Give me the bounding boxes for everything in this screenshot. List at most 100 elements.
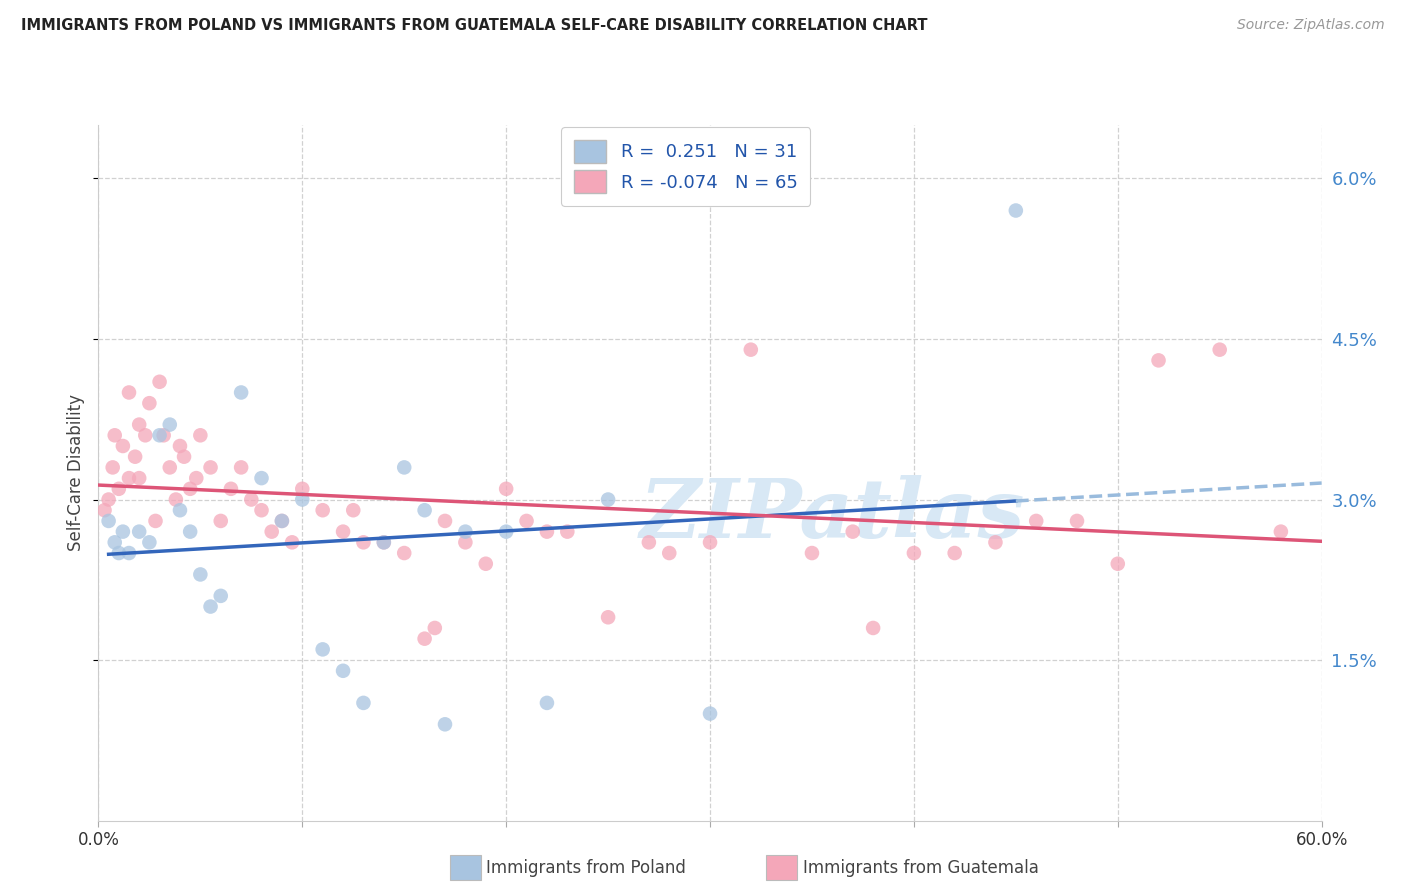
- Point: [118, 385, 141, 400]
- Point: [1004, 203, 1026, 218]
- Point: [149, 375, 172, 389]
- Point: [281, 535, 304, 549]
- Text: Immigrants from Guatemala: Immigrants from Guatemala: [803, 859, 1039, 877]
- Point: [596, 610, 619, 624]
- Point: [332, 664, 354, 678]
- Point: [200, 460, 222, 475]
- Point: [1025, 514, 1047, 528]
- Point: [270, 514, 294, 528]
- Point: [159, 460, 181, 475]
- Point: [260, 524, 283, 539]
- Point: [342, 503, 364, 517]
- Point: [516, 514, 538, 528]
- Point: [145, 514, 167, 528]
- Point: [841, 524, 863, 539]
- Point: [128, 471, 150, 485]
- Point: [173, 450, 195, 464]
- Point: [984, 535, 1007, 549]
- Point: [862, 621, 884, 635]
- Point: [169, 439, 191, 453]
- Point: [536, 524, 558, 539]
- Point: [433, 514, 456, 528]
- Text: IMMIGRANTS FROM POLAND VS IMMIGRANTS FROM GUATEMALA SELF-CARE DISABILITY CORRELA: IMMIGRANTS FROM POLAND VS IMMIGRANTS FRO…: [21, 18, 928, 33]
- Point: [159, 417, 181, 432]
- Point: [373, 535, 395, 549]
- Point: [188, 567, 212, 582]
- Point: [209, 514, 232, 528]
- Point: [413, 632, 436, 646]
- Point: [270, 514, 294, 528]
- Point: [104, 535, 127, 549]
- Point: [312, 503, 335, 517]
- Point: [1066, 514, 1088, 528]
- Point: [128, 417, 150, 432]
- Point: [1270, 524, 1292, 539]
- Point: [124, 450, 146, 464]
- Point: [943, 546, 966, 560]
- Point: [152, 428, 174, 442]
- Point: [801, 546, 824, 560]
- Point: [250, 503, 273, 517]
- Point: [250, 471, 273, 485]
- Point: [392, 546, 416, 560]
- Point: [658, 546, 681, 560]
- Point: [312, 642, 335, 657]
- Point: [474, 557, 498, 571]
- Point: [188, 428, 212, 442]
- Point: [454, 535, 477, 549]
- Point: [332, 524, 354, 539]
- Point: [118, 546, 141, 560]
- Point: [209, 589, 232, 603]
- Point: [104, 428, 127, 442]
- Point: [557, 524, 579, 539]
- Point: [1147, 353, 1170, 368]
- Point: [118, 471, 141, 485]
- Point: [1107, 557, 1129, 571]
- Point: [179, 524, 201, 539]
- Point: [165, 492, 187, 507]
- Point: [219, 482, 242, 496]
- Point: [1208, 343, 1232, 357]
- Y-axis label: Self-Care Disability: Self-Care Disability: [67, 394, 86, 551]
- Point: [352, 696, 374, 710]
- Point: [291, 482, 314, 496]
- Point: [291, 492, 314, 507]
- Point: [111, 439, 134, 453]
- Point: [111, 524, 134, 539]
- Legend: R =  0.251   N = 31, R = -0.074   N = 65: R = 0.251 N = 31, R = -0.074 N = 65: [561, 127, 810, 206]
- Point: [97, 492, 120, 507]
- Point: [93, 503, 115, 517]
- Point: [596, 492, 619, 507]
- Point: [169, 503, 191, 517]
- Point: [138, 396, 160, 410]
- Point: [134, 428, 156, 442]
- Point: [423, 621, 446, 635]
- Text: Source: ZipAtlas.com: Source: ZipAtlas.com: [1237, 18, 1385, 32]
- Point: [433, 717, 456, 731]
- Point: [699, 706, 721, 721]
- Point: [536, 696, 558, 710]
- Point: [108, 546, 131, 560]
- Point: [638, 535, 661, 549]
- Point: [495, 524, 517, 539]
- Point: [101, 460, 124, 475]
- Point: [231, 460, 253, 475]
- Point: [149, 428, 172, 442]
- Point: [413, 503, 436, 517]
- Point: [352, 535, 374, 549]
- Text: Immigrants from Poland: Immigrants from Poland: [486, 859, 686, 877]
- Point: [392, 460, 416, 475]
- Point: [240, 492, 263, 507]
- Point: [186, 471, 208, 485]
- Point: [903, 546, 925, 560]
- Point: [495, 482, 517, 496]
- Point: [97, 514, 120, 528]
- Point: [200, 599, 222, 614]
- Point: [128, 524, 150, 539]
- Point: [699, 535, 721, 549]
- Point: [373, 535, 395, 549]
- Point: [138, 535, 160, 549]
- Point: [179, 482, 201, 496]
- Point: [454, 524, 477, 539]
- Point: [231, 385, 253, 400]
